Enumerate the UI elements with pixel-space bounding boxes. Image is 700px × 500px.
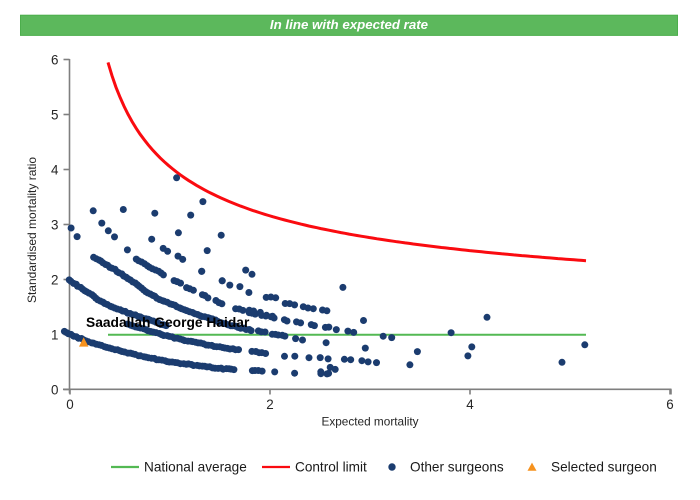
svg-text:In line with expected rate: In line with expected rate	[270, 17, 429, 32]
svg-text:4: 4	[466, 397, 474, 412]
svg-text:Saadallah George Haidar: Saadallah George Haidar	[86, 315, 250, 330]
svg-text:Control limit: Control limit	[295, 460, 367, 475]
svg-text:Other surgeons: Other surgeons	[410, 460, 504, 475]
svg-text:0: 0	[51, 382, 58, 397]
svg-text:National average: National average	[144, 460, 247, 475]
svg-text:3: 3	[51, 217, 58, 232]
svg-text:1: 1	[51, 327, 58, 342]
svg-text:Selected surgeon: Selected surgeon	[551, 460, 657, 475]
svg-text:6: 6	[51, 52, 58, 67]
svg-text:0: 0	[66, 397, 73, 412]
svg-text:2: 2	[266, 397, 273, 412]
svg-text:6: 6	[666, 397, 673, 412]
svg-text:4: 4	[51, 162, 59, 177]
svg-text:5: 5	[51, 107, 58, 122]
svg-text:Expected mortality: Expected mortality	[321, 415, 418, 429]
svg-text:2: 2	[51, 272, 58, 287]
svg-text:Standardised mortality ratio: Standardised mortality ratio	[25, 157, 39, 303]
